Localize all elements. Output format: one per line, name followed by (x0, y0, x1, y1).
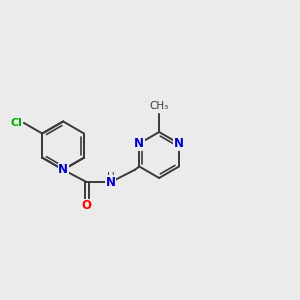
Text: N: N (134, 137, 144, 150)
Text: H: H (107, 172, 115, 182)
Text: N: N (174, 137, 184, 150)
Text: Cl: Cl (11, 118, 22, 128)
Text: N: N (106, 176, 116, 189)
Text: O: O (82, 199, 92, 212)
Text: CH₃: CH₃ (149, 101, 169, 111)
Text: N: N (58, 163, 68, 176)
